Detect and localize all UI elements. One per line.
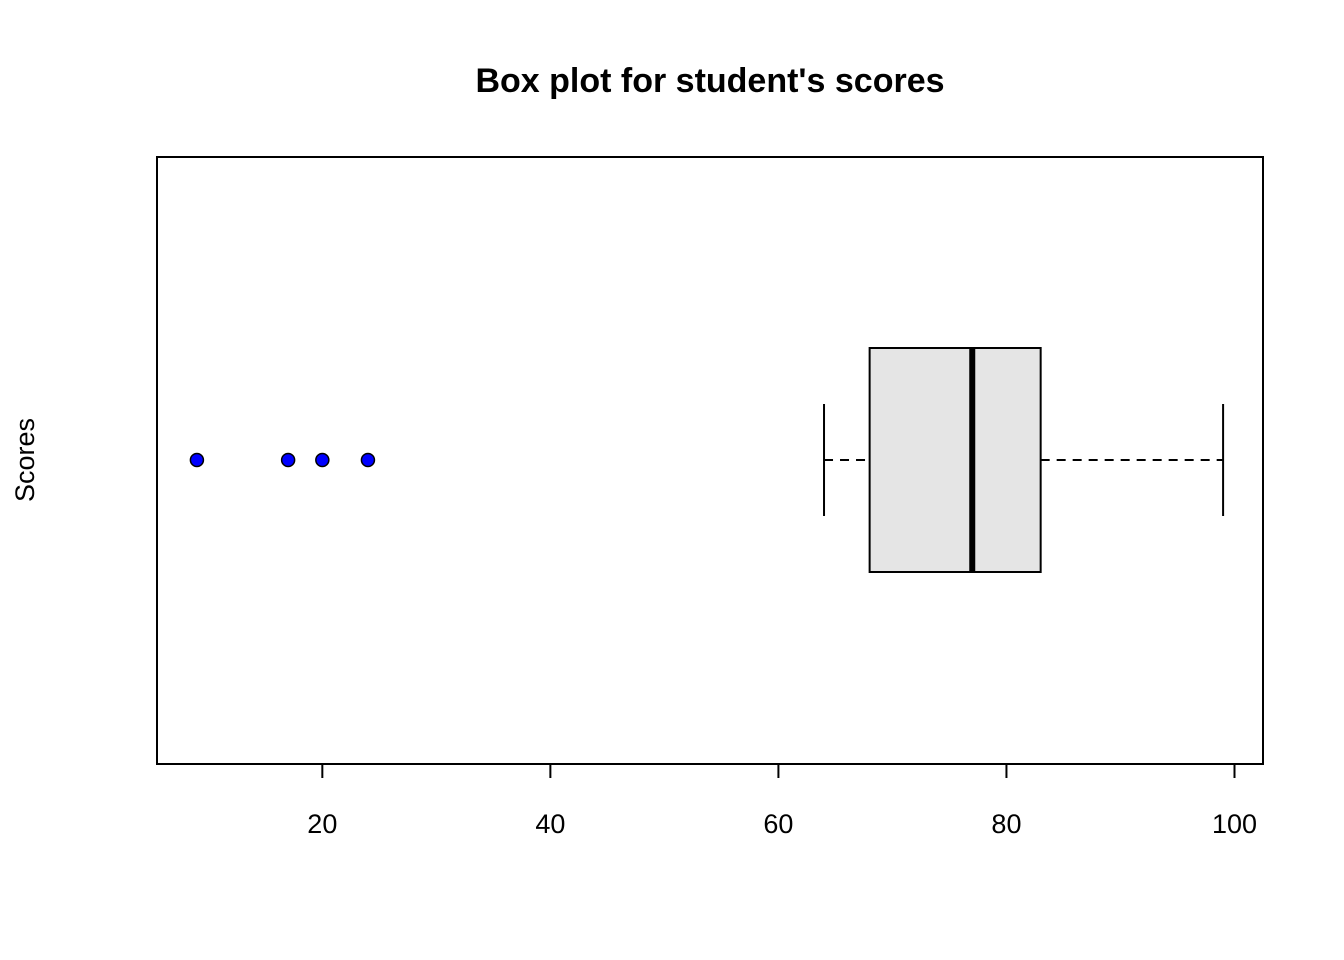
x-axis: 20 40 60 80 100: [307, 763, 1257, 839]
outlier-point: [315, 452, 330, 468]
plot-marks: [189, 347, 1225, 573]
x-tick-label: 60: [763, 809, 793, 839]
x-tick-label: 40: [535, 809, 565, 839]
chart-title: Box plot for student's scores: [475, 62, 944, 100]
x-tick-label: 80: [991, 809, 1021, 839]
x-tick-label: 20: [307, 809, 337, 839]
outlier-point: [280, 452, 296, 468]
y-axis-label: Scores: [10, 418, 40, 502]
outlier-point: [360, 452, 376, 468]
outlier-point: [189, 452, 205, 468]
iqr-box: [868, 347, 1042, 573]
x-tick-label: 100: [1212, 809, 1257, 839]
